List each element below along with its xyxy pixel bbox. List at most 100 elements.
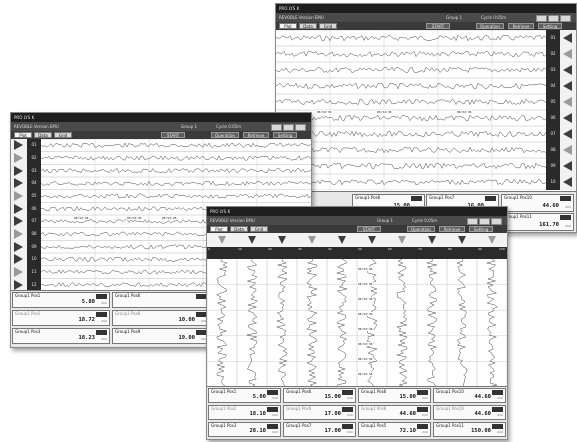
signal-trace	[456, 259, 468, 387]
page-prev-button[interactable]	[271, 124, 282, 131]
time-marker: 06:52:36	[376, 110, 393, 114]
tab-plot[interactable]: Plot	[14, 132, 32, 138]
channel-marker-icon[interactable]	[563, 145, 572, 155]
channel-marker-icon[interactable]	[563, 65, 572, 75]
value-panel[interactable]: Group1 Pos1 5.00 mm	[208, 388, 281, 403]
start-button[interactable]: START	[161, 132, 185, 138]
tab-data[interactable]: Data	[34, 132, 52, 138]
value-panel[interactable]: Group1 Pos6 17.00 mm	[283, 405, 356, 420]
page-prev-button[interactable]	[467, 218, 478, 225]
tab-data[interactable]: Data	[230, 226, 248, 232]
channel-marker-icon[interactable]	[14, 279, 23, 290]
panel-name: Group1 Pos6	[286, 406, 312, 411]
channel-marker-icon[interactable]	[563, 49, 572, 59]
retrieve-button[interactable]: Retrieve	[508, 23, 534, 29]
channel-marker-icon[interactable]	[14, 203, 23, 214]
tab-plot[interactable]: Plot	[279, 23, 297, 29]
tab-grid[interactable]: Grid	[250, 226, 268, 232]
channel-number: 10	[550, 179, 556, 184]
panel-status-box	[267, 407, 278, 412]
channel-marker-icon[interactable]	[563, 113, 572, 123]
setting-button[interactable]: Setting	[469, 226, 493, 232]
value-panel[interactable]: Group1 Pos3 28.10 mm	[208, 422, 281, 437]
value-panel[interactable]: Group1 Pos6 15.00 mm	[283, 388, 356, 403]
setting-button[interactable]: Setting	[273, 132, 297, 138]
operation-button[interactable]: Operation	[476, 23, 504, 29]
value-panel[interactable]: Group1 Pos10 44.60 mm	[501, 194, 574, 212]
channel-marker-icon[interactable]	[338, 236, 346, 244]
channel-marker-icon[interactable]	[278, 236, 286, 244]
channel-marker-icon[interactable]	[14, 267, 23, 277]
signal-trace	[276, 114, 546, 122]
value-panel[interactable]: Group1 Pos3 18.23 mm	[12, 328, 110, 344]
page-next-button[interactable]	[548, 15, 559, 22]
channel-marker-icon[interactable]	[563, 129, 572, 139]
value-panel[interactable]: Group1 Pos2 18.10 mm	[208, 405, 281, 420]
page-prev-button[interactable]	[536, 15, 547, 22]
channel-marker-icon[interactable]	[14, 241, 23, 252]
panel-value: 5.80	[81, 299, 95, 305]
tab-data[interactable]: Data	[299, 23, 317, 29]
operation-button[interactable]: Operation	[407, 226, 435, 232]
channel-number: 09	[550, 163, 556, 168]
channel-marker-icon[interactable]	[14, 165, 23, 176]
start-button[interactable]: START	[357, 226, 381, 232]
retrieve-button[interactable]: Retrieve	[439, 226, 465, 232]
tab-grid[interactable]: Grid	[319, 23, 337, 29]
value-panel[interactable]: Group1 Pos7 17.00 mm	[283, 422, 356, 437]
channel-marker-icon[interactable]	[14, 153, 23, 163]
channel-marker-icon[interactable]	[563, 161, 572, 171]
channel-marker-icon[interactable]	[218, 236, 226, 244]
waveform-chart[interactable]	[207, 259, 507, 387]
channel-marker-icon[interactable]	[14, 178, 23, 189]
channel-marker-icon[interactable]	[14, 140, 23, 151]
window-title: PRO LYS K	[210, 209, 231, 214]
value-panel[interactable]: Group1 Pos8 10.00 mm	[112, 310, 210, 326]
tab-grid[interactable]: Grid	[54, 132, 72, 138]
channel-marker-icon[interactable]	[488, 236, 496, 244]
channel-marker-icon[interactable]	[248, 236, 256, 244]
axis-tick-label: 40	[328, 247, 332, 251]
panel-unit: mm	[347, 396, 353, 400]
axis-tick-label: 0	[208, 247, 210, 251]
value-panel[interactable]: Group1 Pos1 5.80 mm	[12, 292, 110, 308]
channel-marker-icon[interactable]	[308, 236, 316, 244]
value-panel[interactable]: Group1 Pos2 18.72 mm	[12, 310, 110, 326]
page-next-button[interactable]	[479, 218, 490, 225]
channel-marker-icon[interactable]	[14, 229, 23, 239]
value-panel[interactable]: Group1 Pos11 161.70 mm	[501, 213, 574, 231]
page-last-button[interactable]	[295, 124, 306, 131]
channel-marker-icon[interactable]	[563, 177, 572, 187]
channel-marker-icon[interactable]	[458, 236, 466, 244]
channel-marker-icon[interactable]	[368, 236, 376, 244]
value-panel[interactable]: Group1 Pos10 44.60 mm	[433, 405, 506, 420]
value-panel[interactable]: Group1 Pos5 72.10 mm	[358, 422, 431, 437]
retrieve-button[interactable]: Retrieve	[243, 132, 269, 138]
channel-marker-icon[interactable]	[563, 33, 572, 43]
setting-button[interactable]: Setting	[538, 23, 562, 29]
channel-marker-icon[interactable]	[428, 236, 436, 244]
channel-marker-icon[interactable]	[14, 216, 23, 227]
channel-marker-icon[interactable]	[398, 236, 406, 244]
signal-trace	[41, 155, 311, 161]
time-marker: 06:52:36	[456, 110, 473, 114]
start-button[interactable]: START	[426, 23, 450, 29]
channel-marker-icon[interactable]	[563, 97, 572, 107]
channel-marker-row	[207, 233, 507, 247]
value-panel[interactable]: Group1 Pos10 44.60 mm	[433, 388, 506, 403]
operation-button[interactable]: Operation	[211, 132, 239, 138]
value-panel[interactable]: Group1 Pos8 44.60 mm	[358, 405, 431, 420]
channel-marker-icon[interactable]	[14, 254, 23, 265]
channel-marker-icon[interactable]	[14, 191, 23, 201]
channel-marker-icon[interactable]	[563, 81, 572, 91]
value-panel[interactable]: Group1 Pos6 15.00 mm	[358, 388, 431, 403]
panel-status-box	[492, 407, 503, 412]
value-panel[interactable]: Group1 Pos6	[112, 292, 210, 308]
tab-plot[interactable]: Plot	[210, 226, 228, 232]
page-last-button[interactable]	[491, 218, 502, 225]
value-panel[interactable]: Group1 Pos9 19.00 mm	[112, 328, 210, 344]
page-next-button[interactable]	[283, 124, 294, 131]
toolbar: Plot Data Grid START Operation Retrieve …	[276, 22, 576, 30]
value-panel[interactable]: Group1 Pos11 150.00 mm	[433, 422, 506, 437]
page-last-button[interactable]	[560, 15, 571, 22]
